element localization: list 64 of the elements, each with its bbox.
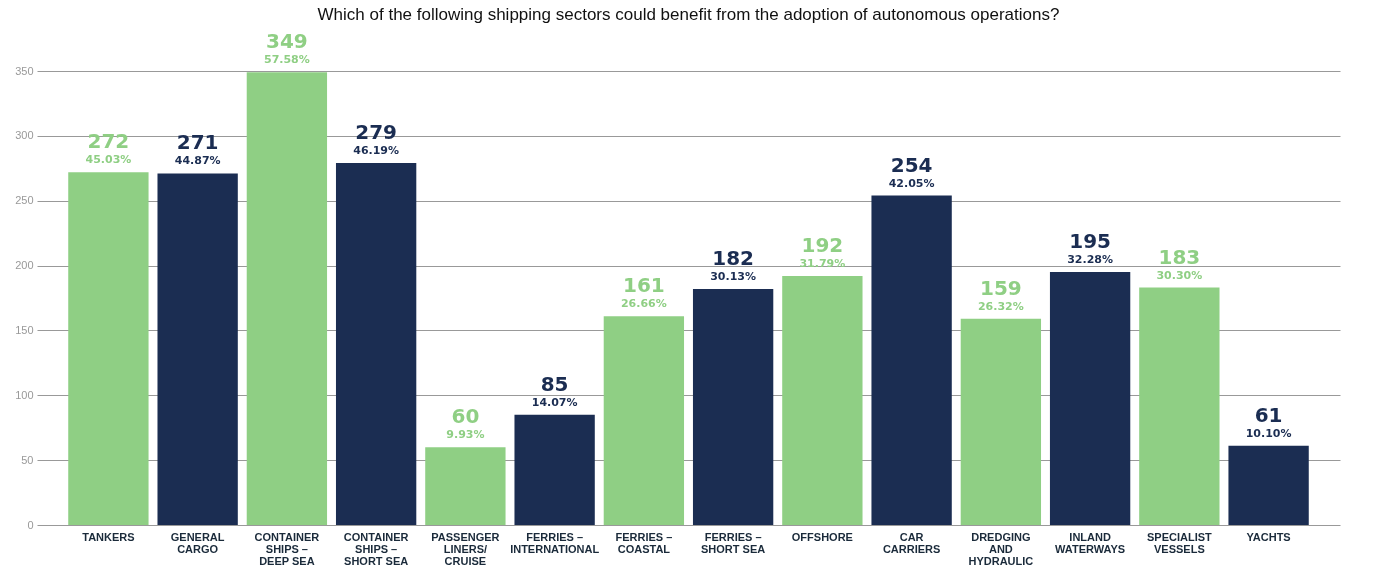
y-tick-label: 150 (15, 323, 34, 336)
x-tick-label: CONTAINER SHIPS – DEEP SEA (254, 530, 320, 567)
data-label: 85 (540, 371, 569, 396)
bar (782, 275, 863, 525)
x-tick-label: INLAND WATERWAYS (1055, 530, 1126, 555)
x-tick-label: GENERAL CARGO (170, 530, 225, 555)
x-tick-label: DREDGING AND HYDRAULIC (968, 530, 1034, 567)
data-label: 254 (890, 152, 933, 177)
x-tick-label: OFFSHORE (791, 530, 853, 543)
bar (246, 72, 328, 525)
data-label: 349 (266, 29, 308, 54)
data-label: 195 (1069, 229, 1111, 254)
y-tick-label: 0 (27, 518, 34, 531)
annotation: 9.93% (446, 428, 485, 442)
x-tick-label: FERRIES – SHORT SEA (701, 530, 766, 555)
annotation: 30.30% (1156, 268, 1203, 282)
data-label: 161 (623, 273, 665, 298)
bar (1049, 272, 1131, 525)
y-tick-label: 50 (21, 453, 34, 466)
annotation: 32.28% (1067, 253, 1114, 267)
annotation: 26.32% (977, 299, 1024, 313)
bar (1139, 287, 1220, 525)
annotation: 45.03% (85, 153, 132, 167)
x-tick-label: FERRIES – COASTAL (615, 530, 673, 555)
data-label: 279 (355, 120, 398, 145)
x-tick-label: YACHTS (1246, 530, 1291, 543)
y-tick-label: 300 (15, 129, 34, 142)
bar (603, 316, 685, 525)
data-label: 182 (712, 245, 754, 270)
bar (692, 288, 774, 525)
annotation: 14.07% (531, 395, 578, 409)
data-label: 159 (979, 275, 1022, 300)
x-tick-label: TANKERS (82, 530, 135, 543)
x-tick-label: FERRIES – INTERNATIONAL (510, 530, 600, 555)
data-label: 183 (1158, 244, 1201, 269)
data-label: 60 (451, 404, 480, 429)
y-tick-label: 250 (15, 194, 34, 207)
x-tick-label: CAR CARRIERS (882, 530, 941, 555)
bar (335, 163, 417, 525)
x-tick-label: PASSENGER LINERS/ CRUISE (431, 530, 500, 567)
bar (514, 414, 595, 525)
annotation: 57.58% (263, 53, 310, 67)
y-tick-label: 350 (15, 64, 34, 77)
annotation: 30.13% (710, 269, 757, 283)
bar (960, 318, 1042, 525)
annotation: 44.87% (174, 154, 221, 168)
x-tick-label: CONTAINER SHIPS – SHORT SEA (343, 530, 409, 567)
bar (157, 173, 238, 525)
data-label: 272 (87, 129, 130, 154)
data-label: 271 (176, 130, 219, 155)
bar (871, 195, 952, 525)
bar (68, 172, 149, 525)
annotation: 26.66% (620, 297, 667, 311)
data-label: 61 (1254, 402, 1283, 427)
bar (425, 447, 506, 525)
x-tick-label: SPECIALIST VESSELS (1146, 530, 1213, 555)
bar (1228, 445, 1309, 525)
annotation: 46.19% (353, 144, 400, 158)
chart-title: Which of the following shipping sectors could benefit from the adoption of autonomous operations? (317, 5, 1060, 25)
y-tick-label: 100 (15, 388, 34, 401)
annotation: 42.05% (888, 176, 935, 190)
data-label: 192 (801, 232, 844, 257)
annotation: 10.10% (1245, 426, 1292, 440)
y-tick-label: 200 (15, 259, 34, 272)
